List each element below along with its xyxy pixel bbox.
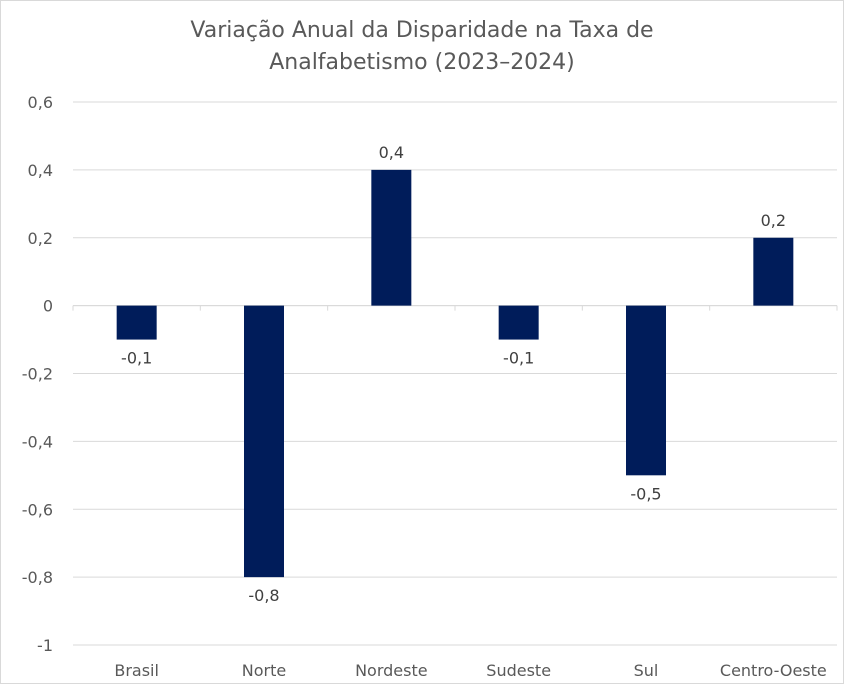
- bar-centro-oeste: [753, 237, 794, 306]
- y-tick-label: -0,8: [22, 568, 53, 587]
- y-tick-label: -0,6: [22, 500, 53, 519]
- y-tick-label: 0,6: [28, 93, 53, 112]
- data-label: -0,1: [503, 349, 534, 368]
- x-tick-label: Sudeste: [486, 661, 551, 680]
- y-tick-label: -0,4: [22, 432, 53, 451]
- bar-sul: [626, 305, 666, 476]
- x-tick-label: Brasil: [114, 661, 159, 680]
- y-tick-label: -1: [37, 636, 53, 655]
- bar-sudeste: [498, 305, 539, 340]
- chart-title: Variação Anual da Disparidade na Taxa de…: [1, 15, 843, 79]
- data-label: 0,2: [761, 211, 786, 230]
- x-tick-label: Sul: [634, 661, 659, 680]
- x-tick-label: Norte: [242, 661, 286, 680]
- data-label: -0,5: [630, 484, 661, 503]
- x-tick-label: Nordeste: [355, 661, 428, 680]
- y-tick-label: 0: [43, 297, 53, 316]
- y-tick-label: 0,4: [28, 161, 53, 180]
- bar-nordeste: [371, 169, 412, 306]
- bar-brasil: [116, 305, 157, 340]
- chart-title-line-1: Variação Anual da Disparidade na Taxa de: [190, 18, 654, 43]
- bar-norte: [244, 305, 284, 578]
- y-tick-label: -0,2: [22, 365, 53, 384]
- data-label: -0,8: [248, 586, 279, 605]
- data-label: -0,1: [121, 349, 152, 368]
- chart-title-line-2: Analfabetismo (2023–2024): [269, 50, 575, 75]
- y-tick-label: 0,2: [28, 229, 53, 248]
- data-label: 0,4: [379, 143, 404, 162]
- x-tick-label: Centro-Oeste: [720, 661, 827, 680]
